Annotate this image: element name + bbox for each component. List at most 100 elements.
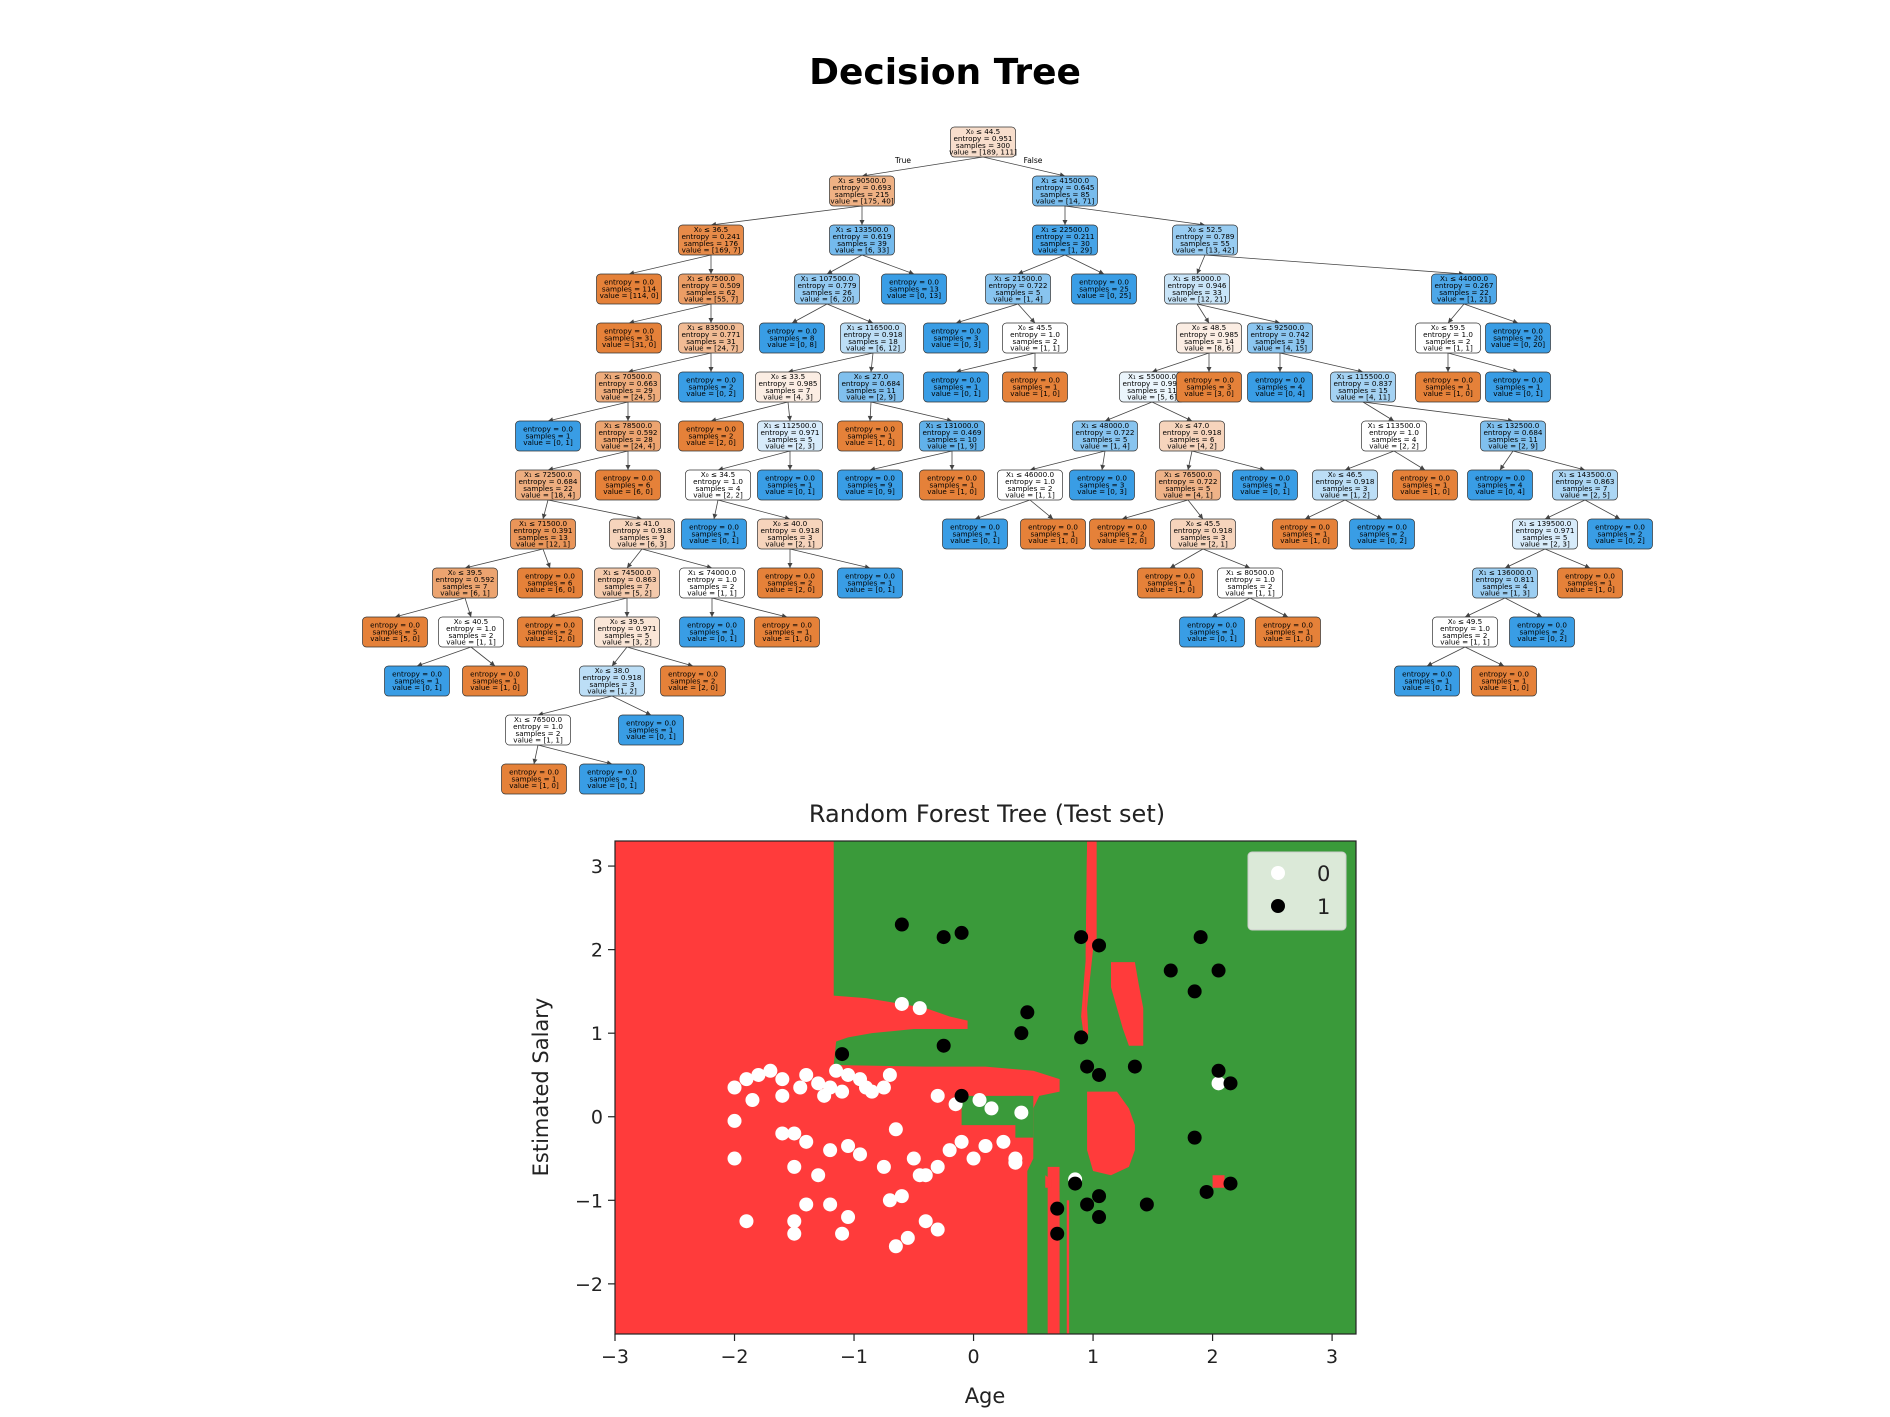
tree-node-line: X₀ ≤ 36.5 bbox=[694, 225, 728, 234]
tree-node-line: entropy = 0.918 bbox=[613, 526, 672, 535]
tree-node-box bbox=[1002, 322, 1068, 354]
tree-node-line: samples = 7 bbox=[442, 582, 487, 591]
tree-node-box bbox=[997, 469, 1063, 501]
point-class-0 bbox=[727, 1151, 742, 1166]
tree-node-box bbox=[754, 616, 820, 648]
tree-node-line: samples = 6 bbox=[1169, 435, 1214, 444]
legend-marker-0 bbox=[1271, 866, 1285, 880]
tree-node-line: X₀ ≤ 45.5 bbox=[1018, 323, 1052, 332]
tree-node-line: X₁ ≤ 115500.0 bbox=[1337, 372, 1390, 381]
tree-node-line: entropy = 0.918 bbox=[1163, 428, 1222, 437]
tree-node-box bbox=[685, 469, 751, 501]
tree-node-line: value = [0, 1] bbox=[523, 438, 573, 447]
tree-node-line: samples = 26 bbox=[802, 288, 852, 297]
tree-node-box bbox=[757, 420, 823, 452]
tree-node-line: value = [1, 1] bbox=[1225, 589, 1275, 598]
point-class-0 bbox=[876, 1080, 891, 1095]
tree-node-line: entropy = 0.918 bbox=[844, 330, 903, 339]
tree-node-line: X₀ ≤ 39.5 bbox=[448, 568, 482, 577]
tree-node-line: samples = 3 bbox=[1186, 382, 1231, 391]
tree-edge bbox=[710, 401, 789, 422]
tree-node-line: entropy = 0.693 bbox=[833, 183, 892, 192]
point-class-1 bbox=[1199, 1184, 1214, 1199]
tree-edge-arrow bbox=[1204, 317, 1209, 323]
tree-edge-arrow bbox=[1196, 268, 1202, 274]
tree-node-line: samples = 19 bbox=[1255, 337, 1305, 346]
tree-edge-arrow bbox=[612, 660, 618, 666]
tree-node-box bbox=[759, 322, 825, 354]
tree-node-line: value = [3, 2] bbox=[602, 638, 652, 647]
y-tick-label: 0 bbox=[591, 1107, 603, 1129]
tree-node-line: value = [0, 25] bbox=[1077, 291, 1131, 300]
tree-node-line: samples = 1 bbox=[511, 774, 556, 783]
tree-node-line: samples = 3 bbox=[767, 533, 812, 542]
tree-node-line: entropy = 0.684 bbox=[842, 379, 901, 388]
tree-node-box bbox=[923, 322, 989, 354]
tree-node-line: entropy = 0.0 bbox=[1479, 670, 1529, 679]
tree-node-line: samples = 1 bbox=[933, 382, 978, 391]
tree-node-line: X₀ ≤ 46.5 bbox=[1328, 470, 1362, 479]
tree-node-line: entropy = 1.0 bbox=[1369, 428, 1419, 437]
tree-node-line: entropy = 0.0 bbox=[931, 327, 981, 336]
tree-node-line: samples = 22 bbox=[1439, 288, 1489, 297]
tree-node-line: entropy = 0.0 bbox=[1097, 523, 1147, 532]
tree-edge bbox=[1064, 205, 1206, 226]
tree-node-box bbox=[757, 518, 823, 550]
tree-node-line: samples = 2 bbox=[688, 382, 733, 391]
tree-node-line: samples = 39 bbox=[837, 239, 887, 248]
tree-node-line: samples = 2 bbox=[1359, 529, 1404, 538]
tree-node-line: entropy = 0.742 bbox=[1251, 330, 1310, 339]
point-class-0 bbox=[751, 1067, 766, 1082]
tree-node-line: value = [0, 1] bbox=[1493, 389, 1543, 398]
tree-node-box bbox=[950, 126, 1016, 158]
region-class-0 bbox=[1110, 962, 1144, 1046]
tree-node-line: entropy = 0.0 bbox=[1517, 621, 1567, 630]
tree-edge bbox=[464, 548, 544, 569]
tree-node-line: samples = 1 bbox=[1242, 480, 1287, 489]
tree-edge-arrow bbox=[867, 415, 873, 421]
tree-node-line: value = [6, 33] bbox=[835, 246, 889, 255]
tree-node-line: value = [4, 3] bbox=[763, 393, 813, 402]
tree-node-line: X₀ ≤ 41.0 bbox=[625, 519, 660, 528]
tree-node-line: samples = 33 bbox=[1172, 288, 1222, 297]
tree-node-line: X₁ ≤ 72500.0 bbox=[524, 470, 573, 479]
tree-node-line: samples = 1 bbox=[1402, 480, 1447, 489]
tree-node-box bbox=[579, 665, 645, 697]
point-class-1 bbox=[1014, 1026, 1029, 1041]
point-class-1 bbox=[1223, 1176, 1238, 1191]
tree-node-line: entropy = 0.985 bbox=[759, 379, 818, 388]
tree-node-line: value = [12, 1] bbox=[516, 540, 570, 549]
tree-node-line: entropy = 0.918 bbox=[583, 673, 642, 682]
tree-node-line: value = [2, 0] bbox=[1097, 536, 1147, 545]
tree-node-box bbox=[596, 273, 662, 305]
point-class-0 bbox=[727, 1080, 742, 1095]
tree-node-box bbox=[678, 371, 744, 403]
tree-node-line: value = [1, 0] bbox=[1010, 389, 1060, 398]
tree-node-line: entropy = 0.837 bbox=[1334, 379, 1393, 388]
tree-node-box bbox=[1330, 371, 1396, 403]
tree-edge-arrow bbox=[1505, 563, 1511, 569]
tree-node-line: entropy = 0.0 bbox=[1079, 278, 1129, 287]
tree-edge bbox=[1121, 499, 1189, 520]
tree-node-line: value = [1, 9] bbox=[927, 442, 977, 451]
tree-node-box bbox=[1485, 371, 1551, 403]
tree-edge bbox=[787, 352, 874, 373]
tree-node-line: samples = 2 bbox=[1227, 582, 1272, 591]
point-class-0 bbox=[745, 1093, 760, 1108]
tree-edge-arrow bbox=[708, 367, 714, 372]
